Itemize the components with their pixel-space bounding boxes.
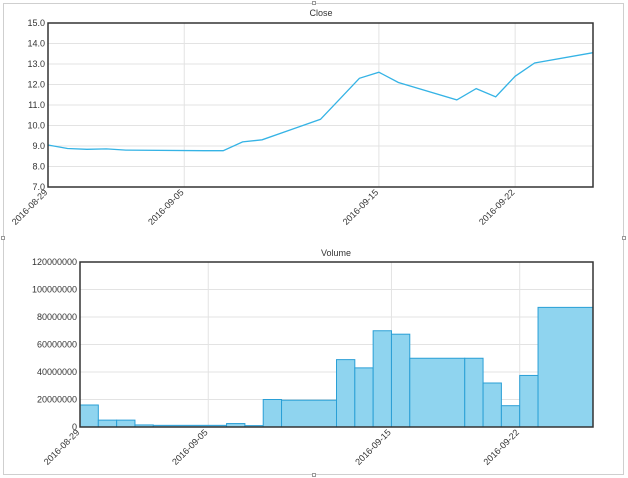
x-tick-label: 2016-09-22	[481, 427, 521, 467]
volume-bar	[390, 333, 411, 428]
y-tick-label: 9.0	[32, 141, 45, 151]
y-tick-label: 8.0	[32, 162, 45, 172]
x-tick-label: 2016-08-29	[42, 427, 82, 467]
volume-bar	[354, 367, 374, 428]
y-tick-label: 60000000	[37, 340, 77, 350]
plot-area-border	[47, 22, 594, 188]
y-tick-label: 7.0	[32, 182, 45, 192]
volume-bar	[79, 404, 99, 428]
x-tick-label: 2016-08-29	[10, 187, 50, 227]
x-tick-label: 2016-09-05	[170, 427, 210, 467]
y-tick-label: 13.0	[27, 59, 45, 69]
y-tick-label: 120000000	[32, 257, 77, 267]
y-tick-label: 20000000	[37, 395, 77, 405]
volume-bar	[519, 374, 539, 428]
y-tick-label: 15.0	[27, 18, 45, 28]
volume-bar	[116, 419, 136, 428]
volume-bar	[97, 419, 118, 428]
y-tick-label: 100000000	[32, 285, 77, 295]
y-tick-label: 11.0	[28, 100, 45, 110]
close-series-line	[47, 52, 594, 152]
volume-chart-title: Volume	[321, 248, 351, 258]
resize-handle-bottom[interactable]	[312, 473, 316, 477]
volume-bar	[464, 357, 484, 428]
volume-bar	[482, 382, 502, 428]
x-tick-label: 2016-09-22	[477, 187, 517, 227]
volume-bar	[537, 306, 594, 428]
volume-bar	[500, 405, 521, 428]
x-tick-label: 2016-09-15	[353, 427, 393, 467]
y-tick-label: 10.0	[27, 121, 45, 131]
y-tick-label: 14.0	[27, 39, 45, 49]
y-tick-label: 0	[72, 422, 77, 432]
volume-bar	[262, 399, 283, 428]
resize-handle-left[interactable]	[1, 236, 5, 240]
y-tick-label: 80000000	[37, 312, 77, 322]
volume-bar	[372, 330, 392, 428]
volume-bar	[281, 399, 337, 428]
volume-bar	[409, 357, 466, 428]
x-tick-label: 2016-09-05	[146, 187, 186, 227]
y-tick-label: 12.0	[27, 80, 45, 90]
close-chart-title: Close	[309, 8, 332, 18]
x-tick-label: 2016-09-15	[341, 187, 381, 227]
plot-area-border	[79, 261, 594, 428]
close-chart: Close 7.0 8.0 9.0 10.0 11.0 12.0 13.0 14.0 15.0 2…	[10, 8, 594, 227]
volume-bar	[336, 359, 356, 428]
resize-handle-top[interactable]	[312, 1, 316, 5]
volume-chart: Volume 0 20000000 40000000 60000000 80000000…	[32, 248, 594, 467]
resize-handle-right[interactable]	[622, 236, 626, 240]
y-tick-label: 40000000	[37, 367, 77, 377]
